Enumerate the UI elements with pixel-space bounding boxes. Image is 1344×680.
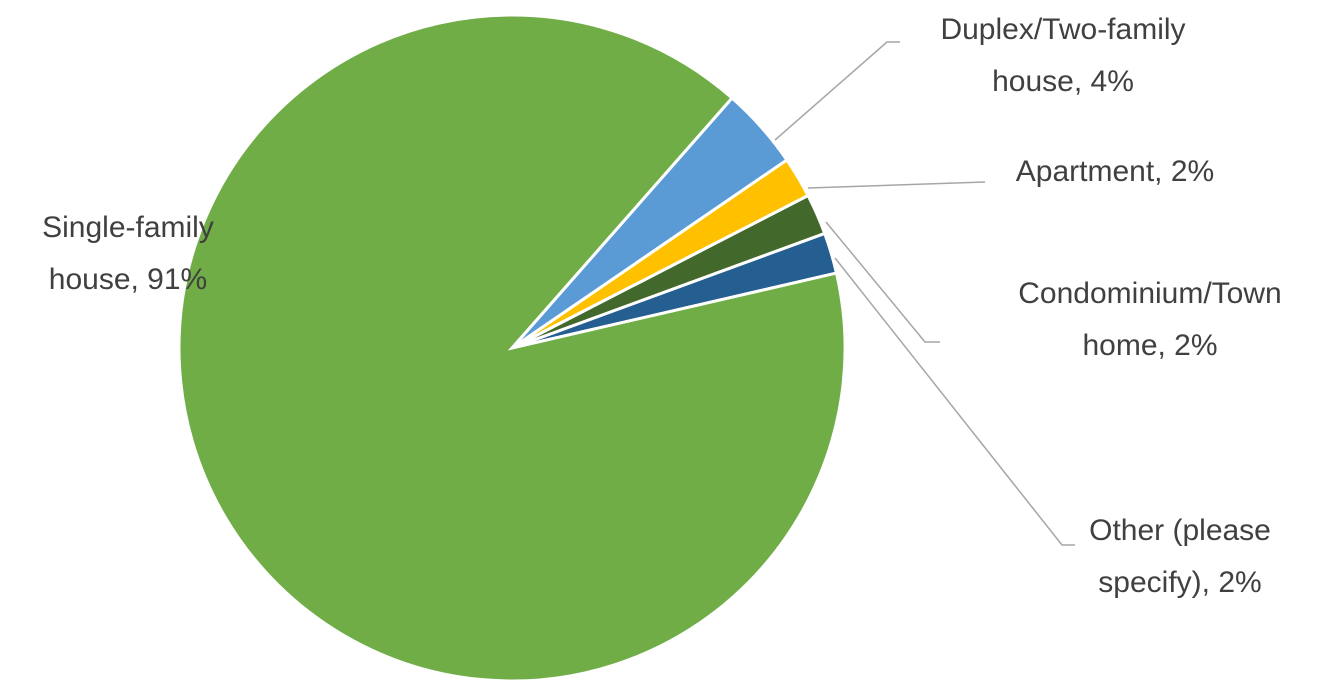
data-label: Single-family house, 91% [42, 211, 214, 296]
data-label: Other (please specify), 2% [1089, 514, 1271, 599]
data-label: Duplex/Two-family house, 4% [940, 13, 1186, 98]
data-label: Apartment, 2% [1015, 155, 1215, 188]
leader-line [774, 41, 900, 141]
leader-line [807, 181, 986, 189]
leader-line [834, 257, 1075, 546]
pie-slice [177, 13, 847, 680]
data-label: Condominium/Town home, 2% [1018, 277, 1282, 362]
leader-line [825, 221, 940, 343]
